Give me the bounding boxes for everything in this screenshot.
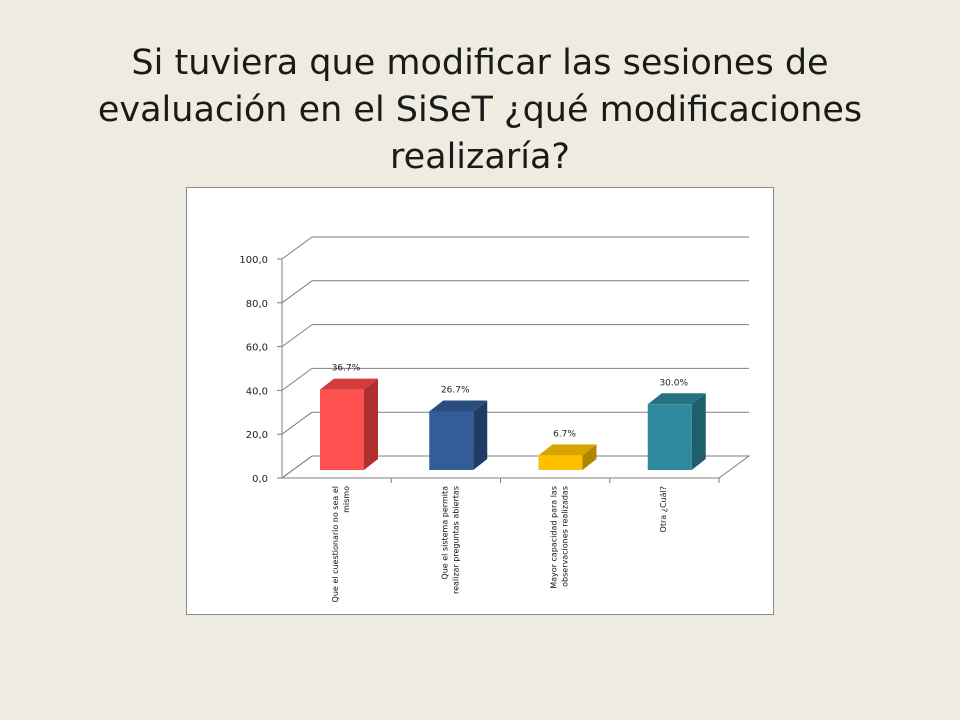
x-tick-label-line: Otra ¿Cuál?: [659, 486, 668, 532]
x-tick-label: Que el cuestionario no sea el mismo: [331, 486, 351, 603]
y-tick-label: 40,0: [246, 386, 268, 397]
data-label: 36.7%: [332, 364, 361, 374]
bar-side-1: [364, 378, 378, 470]
title-line-1: Si tuviera que modificar las sesiones de: [131, 43, 829, 83]
bar-side-3: [582, 444, 597, 470]
y-tick-label: 80,0: [246, 299, 268, 310]
title-line-2: evaluación en el SiSeT ¿qué modificacion…: [97, 90, 863, 130]
bar-4: [647, 404, 692, 470]
bar-side-2: [473, 400, 488, 470]
bar-top-2: [429, 400, 488, 412]
chart-floor: [280, 455, 751, 479]
gridline-depth: [281, 236, 313, 260]
bar-1: [320, 389, 364, 470]
data-label: 26.7%: [441, 386, 470, 396]
title-line-3: realizaría?: [389, 137, 570, 177]
y-tick-label: 20,0: [246, 430, 268, 441]
x-tick-label-line: realizar preguntas abiertas: [451, 486, 460, 594]
bar-side-4: [691, 393, 706, 470]
bar-3: [538, 455, 583, 470]
x-tick-label-line: Que el sistema permita: [440, 486, 449, 580]
data-label: 30.0%: [659, 378, 688, 388]
bar-2: [429, 411, 474, 470]
x-tick-label-line: observaciones realizadas: [561, 486, 570, 587]
bar-top-3: [538, 444, 597, 456]
gridline-depth: [281, 367, 313, 391]
x-tick-label: Otra ¿Cuál?: [659, 486, 668, 532]
slide-title: Si tuviera que modificar las sesiones de…: [60, 40, 900, 181]
bar-chart-3d: 0,0 20,0 40,0 60,0 80,0 100,0 36.7% Que el cues…: [239, 236, 751, 603]
x-tick-label: Que el sistema permita realizar preguntas…: [440, 486, 460, 594]
chart-frame: 0,0 20,0 40,0 60,0 80,0 100,0 36.7% Que el cues…: [186, 187, 774, 615]
data-label: 6.7%: [553, 429, 576, 439]
gridline-depth: [281, 411, 313, 435]
gridline-depth: [281, 324, 313, 348]
x-tick-label: Mayor capacidad para las observaciones re…: [550, 486, 570, 589]
x-tick-label-line: Mayor capacidad para las: [550, 486, 559, 589]
x-tick-label-line: Que el cuestionario no sea el: [331, 486, 340, 602]
bar-top-1: [320, 378, 378, 390]
y-tick-label: 0,0: [252, 474, 268, 485]
y-tick-label: 100,0: [239, 255, 268, 266]
x-tick-label-line: mismo: [342, 486, 351, 513]
bar-top-4: [647, 393, 706, 405]
gridline-depth: [281, 280, 313, 304]
y-tick-label: 60,0: [246, 343, 268, 354]
